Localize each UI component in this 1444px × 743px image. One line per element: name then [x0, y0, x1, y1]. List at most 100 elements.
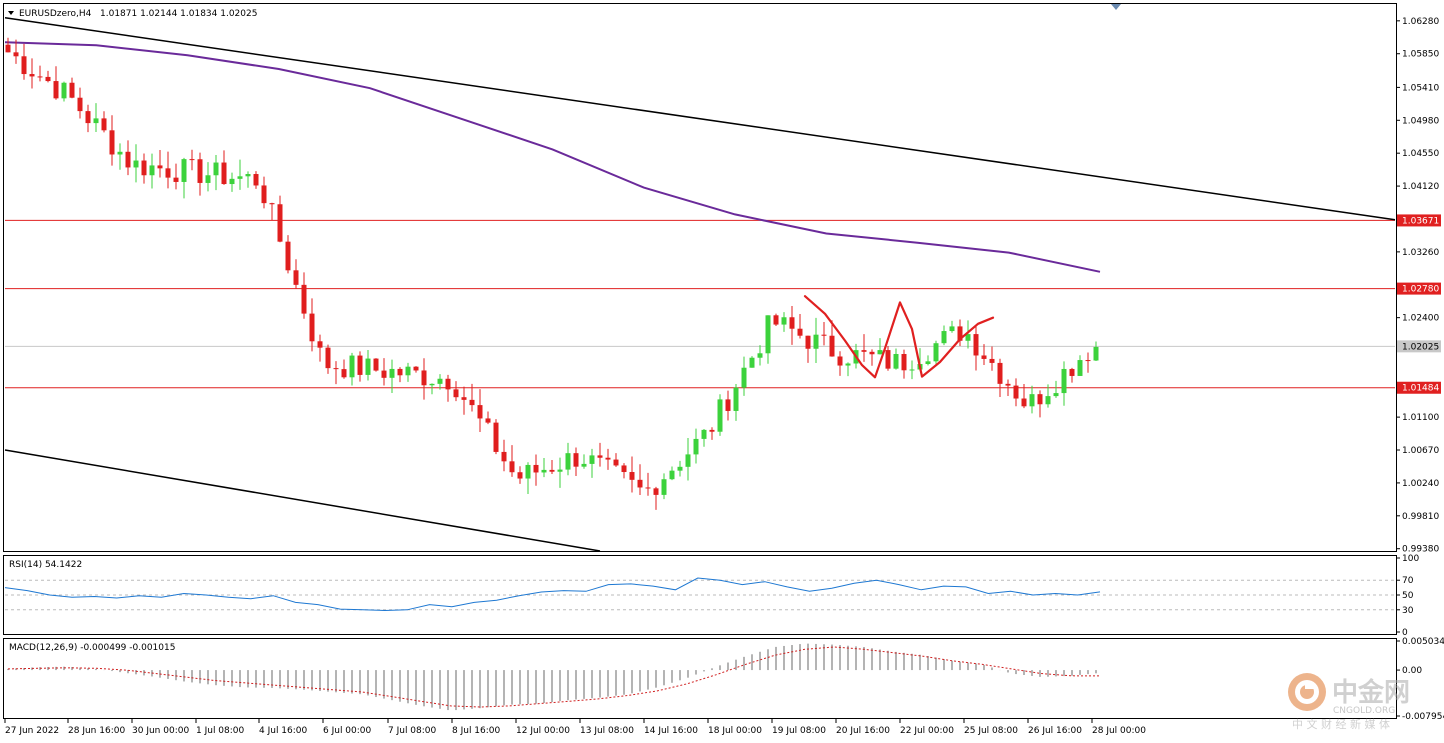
price-tick-label: 1.00240	[1402, 479, 1439, 489]
lower-channel-line	[4, 449, 601, 552]
macd-pane-frame	[3, 638, 1397, 719]
watermark: 中金网 CNGOLD.ORG 中 文 财 经 新 媒 体	[1288, 673, 1410, 731]
candle-body	[605, 457, 611, 460]
price-tick-label: 1.05410	[1402, 83, 1439, 93]
levels-layer	[5, 219, 1395, 389]
time-tick-label: 20 Jul 16:00	[836, 726, 890, 736]
candle-body	[1069, 368, 1075, 376]
candle-body	[885, 350, 891, 369]
price-tick-label: 1.02400	[1402, 314, 1439, 324]
time-tick-label: 25 Jul 08:00	[964, 726, 1018, 736]
symbol-dropdown-icon[interactable]	[8, 11, 14, 15]
candle-body	[1005, 383, 1011, 386]
candle-body	[357, 355, 363, 375]
candle-body	[789, 317, 795, 329]
price-tag-label: 1.03671	[1402, 216, 1439, 226]
candle-body	[53, 81, 59, 99]
candle-body	[197, 159, 203, 183]
candle-body	[61, 82, 67, 99]
candle-body	[469, 399, 475, 406]
chart-shift-marker-icon[interactable]	[1111, 4, 1121, 10]
candle-body	[309, 313, 315, 342]
candle-body	[229, 178, 235, 185]
macd-pane: MACD(12,26,9) -0.000499 -0.001015	[7, 643, 1101, 711]
candle-body	[205, 175, 211, 183]
candle-body	[685, 454, 691, 467]
candle-body	[21, 56, 27, 75]
candle-body	[1093, 346, 1099, 361]
candle-body	[149, 165, 155, 176]
time-tick-label: 7 Jul 08:00	[388, 726, 437, 736]
candle-body	[1077, 360, 1083, 376]
candle-body	[981, 355, 987, 359]
candle-body	[13, 52, 19, 57]
candle-body	[725, 399, 731, 411]
candles-layer	[5, 37, 1099, 510]
candle-body	[757, 353, 763, 358]
candle-body	[437, 378, 443, 384]
candle-body	[653, 488, 659, 495]
candle-body	[837, 356, 843, 366]
candle-body	[829, 335, 835, 357]
candle-body	[989, 358, 995, 363]
candle-body	[501, 451, 507, 462]
candle-body	[677, 466, 683, 471]
macd-label: MACD(12,26,9) -0.000499 -0.001015	[9, 643, 175, 653]
candle-body	[717, 399, 723, 432]
price-tick-label: 1.01100	[1402, 413, 1439, 423]
candle-body	[453, 389, 459, 398]
candle-body	[397, 368, 403, 376]
candle-body	[813, 334, 819, 349]
candle-body	[941, 331, 947, 344]
candle-body	[101, 118, 107, 131]
candle-body	[949, 326, 955, 332]
watermark-brand: 中金网	[1332, 677, 1410, 708]
candle-body	[277, 204, 283, 242]
time-tick-label: 13 Jul 08:00	[580, 726, 634, 736]
price-tag-box	[1397, 381, 1441, 394]
time-tick-label: 1 Jul 08:00	[196, 726, 245, 736]
time-tick-label: 27 Jun 2022	[5, 726, 59, 736]
candle-body	[85, 111, 91, 124]
candle-body	[613, 459, 619, 466]
candle-body	[141, 160, 147, 176]
symbol-label: EURUSDzero,H4	[19, 9, 92, 19]
candle-body	[381, 370, 387, 378]
macd-tick-label: 0.005034	[1402, 637, 1444, 647]
price-tick-label: 1.04980	[1402, 116, 1439, 126]
candle-body	[645, 487, 651, 489]
candle-body	[661, 479, 667, 495]
price-tick-label: 1.06280	[1402, 17, 1439, 27]
candle-body	[237, 176, 243, 179]
time-tick-label: 28 Jun 16:00	[68, 726, 125, 736]
candle-body	[341, 369, 347, 378]
moving-average-line	[4, 41, 1101, 273]
candle-body	[245, 174, 251, 177]
macd-signal-line	[7, 646, 1101, 708]
macd-axis: 0.005034 0.00 -0.007954	[1396, 637, 1444, 722]
rsi-tick-label: 70	[1402, 576, 1414, 586]
candle-body	[317, 341, 323, 348]
candle-body	[669, 470, 675, 480]
candle-body	[125, 151, 131, 168]
candle-body	[413, 366, 419, 371]
candle-body	[221, 162, 227, 185]
candle-body	[349, 355, 355, 378]
candle-body	[293, 270, 299, 285]
candle-body	[5, 44, 11, 53]
candle-body	[517, 472, 523, 479]
rsi-tick-label: 30	[1402, 606, 1414, 616]
time-tick-label: 26 Jul 16:00	[1028, 726, 1082, 736]
candle-body	[733, 387, 739, 411]
candle-body	[973, 334, 979, 356]
candle-body	[1013, 385, 1019, 399]
time-tick-label: 28 Jul 00:00	[1092, 726, 1146, 736]
candle-body	[597, 455, 603, 458]
candle-body	[181, 159, 187, 182]
trendlines-layer	[4, 17, 1396, 552]
price-axis: 1.06280 1.05850 1.05410 1.04980 1.04550 1.041…	[1396, 17, 1439, 555]
candle-body	[189, 159, 195, 161]
watermark-domain: CNGOLD.ORG	[1333, 706, 1395, 716]
candle-body	[589, 455, 595, 464]
